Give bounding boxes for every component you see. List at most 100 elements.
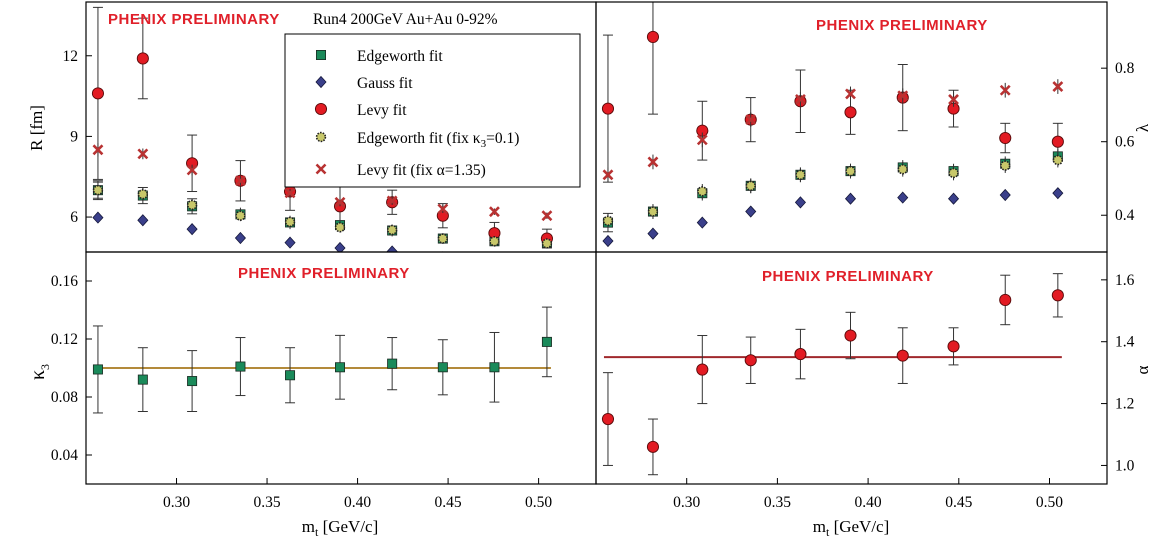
point-lambda-edgeworth_fix xyxy=(948,167,959,179)
point-R-levy xyxy=(91,87,104,100)
point-kappa3-edgeworth xyxy=(387,358,398,369)
yticks-kappa3: 0.04 0.08 0.12 0.16 xyxy=(51,273,92,464)
point-alpha-levy xyxy=(947,340,960,353)
xticks-left: 0.30 0.35 0.40 0.45 0.50 xyxy=(163,478,552,511)
legend-frame xyxy=(284,33,581,188)
yticks-lambda: 0.4 0.6 0.8 xyxy=(1101,60,1135,224)
point-lambda-gauss xyxy=(897,191,909,204)
point-R-edgeworth_fix xyxy=(92,184,104,196)
ytick-label-alpha: 1.0 xyxy=(1115,457,1135,474)
panel-kappa3: 0.04 0.08 0.12 0.16 PHENIX PRELIMINARY κ3 xyxy=(27,251,597,485)
xlabel-left-unit: [GeV/c] xyxy=(318,517,378,536)
point-R-levy_fix xyxy=(386,195,398,207)
point-lambda-edgeworth_fix xyxy=(897,164,908,175)
point-R-levy_fix xyxy=(284,187,296,199)
marks-alpha xyxy=(601,273,1064,476)
xlabel-left-sub: t xyxy=(315,525,319,539)
point-R-levy_fix xyxy=(541,210,553,222)
point-lambda-levy_fix xyxy=(647,156,659,168)
point-lambda-levy_fix xyxy=(1052,81,1064,92)
xlabel-left: mt [GeV/c] xyxy=(302,517,379,539)
point-R-levy_fix xyxy=(137,148,149,160)
point-lambda-gauss xyxy=(745,205,757,218)
ytick-label-R: 6 xyxy=(70,209,78,226)
point-kappa3-edgeworth xyxy=(235,361,246,372)
marks-R xyxy=(91,6,553,267)
point-lambda-edgeworth_fix xyxy=(647,206,659,217)
legend-label-gauss: Gauss fit xyxy=(357,75,413,92)
ytick-label-lambda: 0.6 xyxy=(1115,134,1135,151)
ylabel-kappa3-sub: 3 xyxy=(38,364,52,370)
xlabel-right-unit: [GeV/c] xyxy=(829,517,889,536)
xlabel-right-main: m xyxy=(813,517,826,536)
xticks-right: 0.30 0.35 0.40 0.45 0.50 xyxy=(673,478,1063,511)
preliminary-label-kappa3: PHENIX PRELIMINARY xyxy=(238,265,410,282)
point-R-edgeworth_fix xyxy=(137,189,149,200)
ylabel-kappa3-main: κ xyxy=(27,370,49,380)
point-alpha-levy xyxy=(601,412,615,426)
point-R-gauss xyxy=(386,245,398,252)
point-lambda-levy_fix xyxy=(696,134,708,146)
xtick-label: 0.45 xyxy=(435,494,462,511)
point-R-gauss xyxy=(542,256,552,267)
point-R-edgeworth_fix xyxy=(489,236,500,247)
ytick-label-kappa3: 0.12 xyxy=(51,331,78,348)
point-lambda-gauss xyxy=(1052,187,1064,200)
point-lambda-gauss xyxy=(602,234,614,248)
xlabel-left-main: m xyxy=(302,517,315,536)
point-lambda-gauss xyxy=(999,188,1011,202)
point-R-levy xyxy=(136,52,149,65)
marks-lambda xyxy=(601,2,1064,248)
legend-marker-gauss xyxy=(315,75,327,89)
point-lambda-gauss xyxy=(647,227,659,240)
errorbar-lambda-levy xyxy=(647,2,658,115)
point-R-edgeworth_fix xyxy=(284,216,296,228)
point-lambda-levy_fix xyxy=(795,94,806,105)
point-R-gauss xyxy=(442,251,444,252)
point-R-edgeworth_fix xyxy=(186,199,198,211)
point-lambda-edgeworth_fix xyxy=(795,169,806,180)
point-R-gauss xyxy=(186,223,198,236)
point-lambda-levy_fix xyxy=(745,114,757,126)
point-lambda-levy xyxy=(601,102,615,115)
ytick-label-kappa3: 0.16 xyxy=(51,273,78,290)
point-kappa3-edgeworth xyxy=(92,364,103,375)
legend-marker-edgeworth_fix xyxy=(315,131,327,143)
ytick-label-R: 9 xyxy=(70,128,78,145)
ylabel-alpha: α xyxy=(1133,365,1152,374)
point-lambda-levy_fix xyxy=(897,90,909,102)
point-lambda-edgeworth_fix xyxy=(602,215,614,226)
point-lambda-levy_fix xyxy=(999,84,1011,96)
preliminary-label-R: PHENIX PRELIMINARY xyxy=(108,11,280,28)
point-R-edgeworth_fix xyxy=(235,210,246,221)
legend-marker-levy xyxy=(314,102,328,116)
point-kappa3-edgeworth xyxy=(335,362,346,373)
point-lambda-edgeworth_fix xyxy=(845,165,856,177)
point-lambda-levy xyxy=(1051,135,1064,148)
point-R-gauss xyxy=(284,236,296,249)
point-lambda-levy_fix xyxy=(602,169,614,181)
point-R-levy_fix xyxy=(334,196,346,208)
panel-alpha: 1.0 1.2 1.4 1.6 PHENIX PRELIMINARY α xyxy=(595,251,1152,485)
point-lambda-edgeworth_fix xyxy=(1052,154,1064,166)
point-alpha-levy xyxy=(1051,289,1064,302)
xtick-label: 0.40 xyxy=(855,494,882,511)
point-R-gauss xyxy=(92,211,104,224)
yticks-alpha: 1.0 1.2 1.4 1.6 xyxy=(1101,272,1135,474)
ytick-label-kappa3: 0.08 xyxy=(51,389,78,406)
point-lambda-gauss xyxy=(844,192,857,205)
legend-label-levy: Levy fit xyxy=(357,102,407,119)
xtick-label: 0.45 xyxy=(945,494,972,511)
panel-radius: 6 9 12 PHENIX PRELIMINARY Run4 200GeV Au+A… xyxy=(27,1,597,267)
ytick-label-alpha: 1.4 xyxy=(1115,334,1135,351)
point-lambda-edgeworth_fix xyxy=(697,186,708,197)
legend-label-levy-fix: Levy fit (fix α=1.35) xyxy=(357,162,486,179)
point-R-gauss xyxy=(137,214,149,227)
ylabel-lambda: λ xyxy=(1133,123,1152,132)
xtick-label: 0.30 xyxy=(163,494,190,511)
point-R-levy_fix xyxy=(437,203,449,215)
point-lambda-gauss xyxy=(696,216,708,229)
ylabel-R: R [fm] xyxy=(27,105,46,151)
point-lambda-edgeworth_fix xyxy=(1000,160,1011,171)
